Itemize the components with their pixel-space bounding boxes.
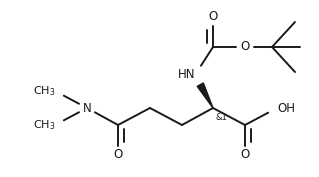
Polygon shape [197, 83, 213, 108]
Text: N: N [44, 118, 52, 132]
Text: OH: OH [277, 101, 295, 115]
Text: N: N [83, 101, 91, 115]
Text: CH$_3$: CH$_3$ [33, 84, 55, 98]
Text: O: O [241, 149, 250, 161]
Text: HN: HN [177, 68, 195, 81]
Text: O: O [208, 10, 218, 24]
Text: &1: &1 [215, 113, 227, 122]
Text: O: O [113, 149, 122, 161]
Text: O: O [241, 41, 250, 53]
Text: CH$_3$: CH$_3$ [33, 118, 55, 132]
